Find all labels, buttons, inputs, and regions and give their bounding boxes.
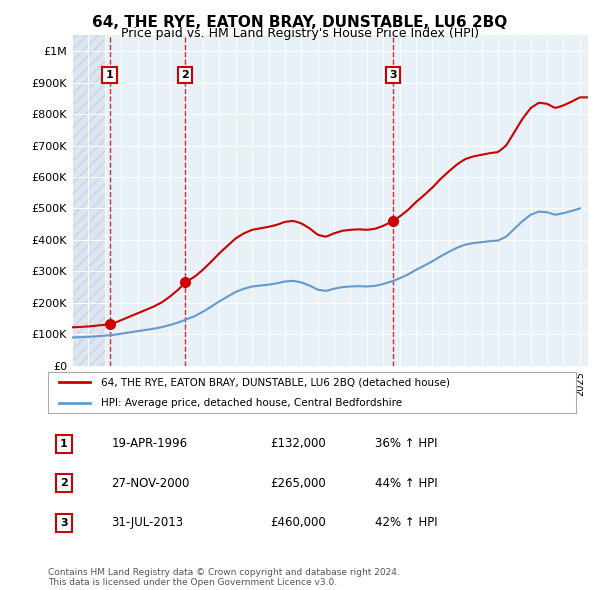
Text: 42% ↑ HPI: 42% ↑ HPI bbox=[376, 516, 438, 529]
Text: Price paid vs. HM Land Registry's House Price Index (HPI): Price paid vs. HM Land Registry's House … bbox=[121, 27, 479, 40]
Text: 64, THE RYE, EATON BRAY, DUNSTABLE, LU6 2BQ (detached house): 64, THE RYE, EATON BRAY, DUNSTABLE, LU6 … bbox=[101, 377, 450, 387]
Text: 3: 3 bbox=[389, 70, 397, 80]
Text: 31-JUL-2013: 31-JUL-2013 bbox=[112, 516, 184, 529]
Text: £460,000: £460,000 bbox=[270, 516, 326, 529]
Text: £265,000: £265,000 bbox=[270, 477, 326, 490]
Text: 2: 2 bbox=[60, 478, 68, 489]
Text: 44% ↑ HPI: 44% ↑ HPI bbox=[376, 477, 438, 490]
Text: Contains HM Land Registry data © Crown copyright and database right 2024.
This d: Contains HM Land Registry data © Crown c… bbox=[48, 568, 400, 587]
Text: 2: 2 bbox=[181, 70, 189, 80]
Text: 19-APR-1996: 19-APR-1996 bbox=[112, 437, 187, 450]
Text: 3: 3 bbox=[60, 518, 68, 528]
Text: 36% ↑ HPI: 36% ↑ HPI bbox=[376, 437, 438, 450]
Text: 64, THE RYE, EATON BRAY, DUNSTABLE, LU6 2BQ: 64, THE RYE, EATON BRAY, DUNSTABLE, LU6 … bbox=[92, 15, 508, 30]
Text: £132,000: £132,000 bbox=[270, 437, 326, 450]
Text: HPI: Average price, detached house, Central Bedfordshire: HPI: Average price, detached house, Cent… bbox=[101, 398, 402, 408]
Text: 1: 1 bbox=[106, 70, 113, 80]
Text: 1: 1 bbox=[60, 439, 68, 448]
Bar bbox=[72, 35, 105, 366]
Text: 27-NOV-2000: 27-NOV-2000 bbox=[112, 477, 190, 490]
